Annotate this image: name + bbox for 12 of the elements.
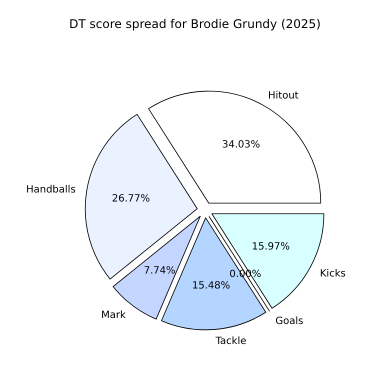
data-label: 15.97% — [252, 242, 290, 253]
slice-label: Kicks — [320, 268, 346, 280]
chart-title: DT score spread for Brodie Grundy (2025) — [69, 17, 321, 31]
data-label: 7.74% — [144, 265, 176, 276]
data-label: 15.48% — [192, 280, 230, 292]
slice-label: Mark — [101, 310, 126, 321]
data-label: 34.03% — [222, 140, 260, 151]
slice-label: Handballs — [26, 184, 76, 196]
category-label: Goals — [275, 316, 304, 328]
data-label: 26.77% — [112, 193, 150, 204]
slice-label: Tackle — [214, 336, 246, 348]
slice-label: Hitout — [268, 90, 299, 102]
